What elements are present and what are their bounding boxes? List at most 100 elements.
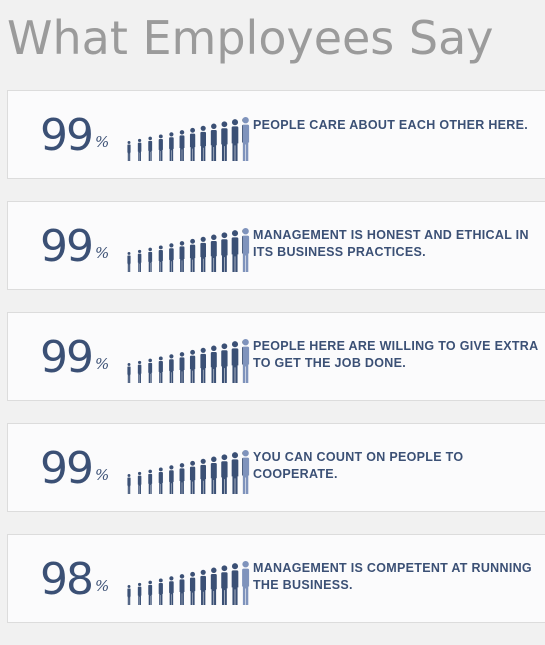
person-icon bbox=[169, 243, 174, 272]
person-head bbox=[211, 567, 217, 573]
person-body bbox=[137, 475, 142, 494]
person-body bbox=[189, 466, 196, 494]
person-icon bbox=[148, 469, 153, 494]
person-head bbox=[127, 141, 131, 144]
person-head bbox=[242, 561, 249, 568]
person-head bbox=[221, 565, 228, 572]
person-head bbox=[231, 230, 239, 237]
person-head bbox=[137, 360, 142, 365]
person-head bbox=[169, 243, 174, 248]
person-body bbox=[137, 142, 142, 161]
person-head bbox=[221, 454, 228, 461]
person-icon bbox=[200, 347, 207, 383]
person-body bbox=[148, 140, 153, 161]
person-body bbox=[200, 242, 207, 272]
stat-percentage-value: 99 bbox=[40, 332, 94, 383]
person-icon bbox=[179, 352, 185, 383]
stat-statement: MANAGEMENT IS HONEST AND ETHICAL IN ITS … bbox=[253, 228, 529, 259]
person-icon bbox=[231, 341, 239, 383]
person-body bbox=[221, 128, 228, 161]
person-icon bbox=[169, 465, 174, 494]
person-head bbox=[200, 125, 206, 131]
person-head bbox=[127, 252, 131, 255]
stat-card: 99 % PEOPLE HERE ARE WILLING TO GIVE EXT… bbox=[7, 312, 545, 401]
person-body bbox=[200, 464, 207, 494]
person-head bbox=[242, 117, 249, 124]
stat-percentage-value: 99 bbox=[40, 221, 94, 272]
person-body bbox=[179, 246, 185, 272]
person-icon bbox=[148, 247, 153, 272]
person-head bbox=[231, 341, 239, 348]
person-head bbox=[231, 563, 239, 570]
person-icon bbox=[148, 136, 153, 161]
person-icon bbox=[179, 241, 185, 272]
percent-sign: % bbox=[95, 244, 110, 262]
person-icon bbox=[200, 569, 207, 605]
person-icon bbox=[158, 134, 163, 161]
person-icon bbox=[158, 578, 163, 605]
person-body bbox=[148, 362, 153, 383]
person-head bbox=[190, 127, 196, 133]
person-icon bbox=[137, 249, 142, 272]
person-body bbox=[221, 461, 228, 494]
person-head bbox=[148, 247, 152, 252]
person-body bbox=[158, 361, 163, 383]
person-body bbox=[127, 144, 131, 161]
person-head bbox=[179, 463, 185, 468]
person-icon bbox=[158, 467, 163, 494]
person-icon bbox=[127, 252, 131, 272]
person-icon bbox=[169, 354, 174, 383]
person-body bbox=[221, 239, 228, 272]
person-head bbox=[221, 232, 228, 239]
person-icon bbox=[210, 567, 217, 605]
person-body bbox=[179, 579, 185, 605]
person-head bbox=[211, 345, 217, 351]
person-body bbox=[231, 237, 239, 272]
person-body bbox=[169, 470, 174, 494]
person-body bbox=[221, 350, 228, 383]
person-head bbox=[211, 234, 217, 240]
person-body bbox=[242, 124, 250, 161]
person-body bbox=[179, 357, 185, 383]
stat-card: 99 % PEOPLE CARE ABOUT EACH OTHER HERE. bbox=[7, 90, 545, 179]
person-body bbox=[148, 473, 153, 494]
person-head bbox=[190, 238, 196, 244]
person-body bbox=[210, 241, 217, 272]
person-body bbox=[210, 130, 217, 161]
person-head bbox=[158, 578, 163, 583]
person-body bbox=[200, 353, 207, 383]
person-body bbox=[127, 366, 131, 383]
person-icon bbox=[200, 458, 207, 494]
people-graphic bbox=[127, 228, 250, 272]
person-icon bbox=[179, 463, 185, 494]
person-icon bbox=[210, 123, 217, 161]
person-body bbox=[242, 457, 250, 494]
stat-percentage-value: 99 bbox=[40, 110, 94, 161]
person-body bbox=[242, 235, 250, 272]
person-icon bbox=[221, 343, 228, 383]
person-body bbox=[158, 472, 163, 494]
person-body bbox=[210, 463, 217, 494]
person-head bbox=[137, 249, 142, 254]
person-icon bbox=[221, 232, 228, 272]
person-head bbox=[190, 349, 196, 355]
person-head bbox=[127, 363, 131, 366]
person-head bbox=[148, 136, 152, 141]
person-body bbox=[242, 346, 250, 383]
person-head bbox=[231, 119, 239, 126]
person-body bbox=[169, 137, 174, 161]
person-icon bbox=[127, 363, 131, 383]
stat-card: 99 % MANAGEMENT IS HONEST AND ETHICAL IN… bbox=[7, 201, 545, 290]
person-head bbox=[148, 358, 152, 363]
person-head bbox=[179, 574, 185, 579]
person-head bbox=[231, 452, 239, 459]
person-icon bbox=[179, 574, 185, 605]
person-head bbox=[179, 241, 185, 246]
person-head bbox=[200, 569, 206, 575]
person-head bbox=[179, 352, 185, 357]
person-head bbox=[242, 450, 249, 457]
person-head bbox=[169, 465, 174, 470]
person-icon bbox=[200, 125, 207, 161]
person-body bbox=[210, 574, 217, 605]
person-head bbox=[221, 121, 228, 128]
